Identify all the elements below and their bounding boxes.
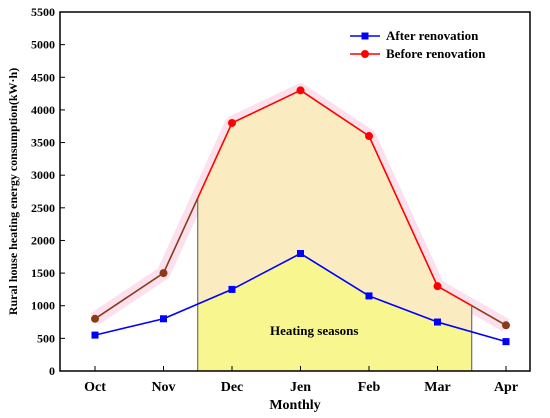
x-tick-label: Jen [290, 380, 311, 395]
x-tick-label: Apr [494, 380, 518, 395]
before-renovation-segment [437, 285, 473, 307]
before-renovation-point [91, 314, 99, 323]
legend-label: After renovation [386, 28, 479, 43]
y-tick-label: 3500 [31, 136, 55, 150]
after-renovation-segment [368, 295, 438, 323]
series-lines [94, 89, 507, 343]
x-tick-label: Oct [84, 380, 106, 395]
plot-frame [59, 11, 531, 372]
after-renovation-point [434, 318, 441, 326]
y-tick-label: 5500 [31, 5, 55, 19]
y-tick-label: 1000 [31, 299, 55, 313]
y-tick-label: 4500 [31, 70, 55, 84]
y-tick-label: 2500 [31, 201, 55, 215]
before-renovation-segment [197, 122, 233, 199]
x-axis-ticks: Oct Nov Dec Jen Feb Mar Apr [84, 366, 518, 395]
y-tick-label: 500 [37, 331, 55, 345]
y-tick-label: 4000 [31, 103, 55, 117]
y-tick-label: 3000 [31, 168, 55, 182]
x-tick-label: Dec [221, 380, 244, 395]
before-renovation-segment [471, 305, 507, 327]
before-renovation-segment [231, 89, 301, 124]
after-renovation-point [365, 292, 373, 300]
after-renovation-segment [94, 318, 164, 336]
y-tick-label: 1500 [31, 266, 55, 280]
after-renovation-segment [300, 252, 370, 297]
after-renovation-point [297, 250, 304, 258]
y-tick-label: 5000 [31, 38, 55, 52]
y-tick-label: 0 [49, 364, 55, 378]
before-renovation-point [502, 321, 510, 330]
before-renovation-point [228, 118, 236, 127]
after-renovation-point [91, 331, 99, 339]
x-tick-label: Feb [358, 380, 381, 395]
heating-season-label: Heating seasons [270, 323, 358, 338]
series-points [91, 86, 510, 346]
x-axis-title: Monthly [269, 398, 320, 413]
legend-swatch-marker [361, 32, 369, 40]
after-renovation-point [228, 285, 236, 293]
legend-swatch-marker [361, 50, 369, 58]
x-tick-label: Mar [424, 380, 450, 395]
before-renovation-point [296, 86, 305, 95]
after-renovation-point [160, 315, 167, 323]
x-tick-label: Nov [151, 380, 175, 395]
legend: After renovation Before renovation [350, 28, 486, 61]
before-renovation-segment [300, 89, 370, 137]
before-renovation-segment [94, 272, 164, 320]
before-renovation-segment [368, 135, 439, 287]
before-renovation-point [433, 282, 442, 291]
before-renovation-segment [162, 197, 199, 274]
savings-area [197, 90, 472, 332]
after-renovation-segment [437, 321, 507, 343]
after-renovation-point [502, 338, 510, 346]
y-tick-label: 2000 [31, 233, 55, 247]
before-renovation-point [159, 269, 168, 278]
legend-label: Before renovation [386, 46, 486, 61]
y-axis-title: Rural house heating energy consumption(k… [6, 68, 20, 315]
heating-season-area [197, 253, 472, 371]
after-renovation-segment [231, 252, 301, 291]
before-renovation-point [365, 132, 373, 141]
y-axis-ticks: 0 500 1000 1500 2000 2500 3000 3500 4000 4500 5000… [31, 5, 65, 378]
after-renovation-segment [163, 288, 233, 320]
